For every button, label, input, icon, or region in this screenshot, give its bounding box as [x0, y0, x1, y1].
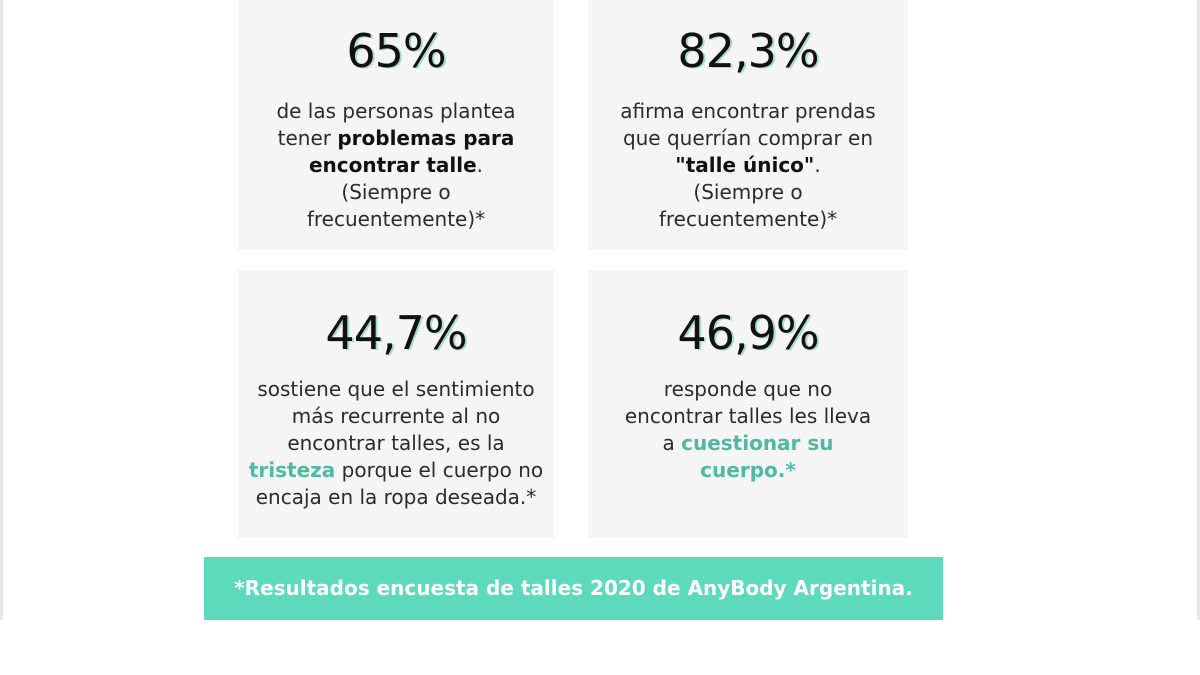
desc-text: . — [476, 153, 484, 177]
stat-card-one-size: 82,3% afirma encontrar prendas que querr… — [588, 0, 908, 250]
desc-line: sostiene que el sentimiento — [257, 377, 535, 401]
stat-description: de las personas plantea tener problemas … — [238, 98, 554, 233]
desc-line: tener problemas para — [244, 125, 548, 152]
desc-highlight: cuerpo.* — [700, 458, 796, 482]
desc-line: (Siempre o — [341, 180, 451, 204]
stat-description: responde que no encontrar talles les lle… — [588, 376, 908, 484]
desc-line: que querrían comprar en — [622, 126, 874, 150]
stat-value: 46,9% — [677, 306, 819, 360]
desc-highlight: tristeza — [248, 458, 336, 482]
desc-line: afirma encontrar prendas — [620, 99, 876, 123]
desc-line: tristeza porque el cuerpo no — [244, 457, 548, 484]
desc-text: tener — [277, 126, 338, 150]
right-edge-border — [1197, 0, 1200, 620]
desc-bold: problemas para — [337, 126, 515, 150]
stat-value: 65% — [346, 24, 446, 78]
desc-line: "talle único". — [594, 152, 902, 179]
survey-source-banner: *Resultados encuesta de talles 2020 de A… — [204, 557, 943, 620]
desc-line: frecuentemente)* — [658, 207, 838, 231]
stat-description: afirma encontrar prendas que querrían co… — [588, 98, 908, 233]
desc-bold: "talle único" — [675, 153, 815, 177]
desc-line: encaja en la ropa deseada.* — [255, 485, 537, 509]
desc-line: (Siempre o — [693, 180, 803, 204]
desc-text: . — [814, 153, 821, 177]
desc-line: responde que no — [663, 377, 833, 401]
desc-line: a cuestionar su — [594, 430, 902, 457]
desc-line: encontrar talles les lleva — [624, 404, 872, 428]
stat-description: sostiene que el sentimiento más recurren… — [238, 376, 554, 511]
desc-bold: encontrar talle — [308, 153, 477, 177]
stat-card-question-body: 46,9% responde que no encontrar talles l… — [588, 270, 908, 538]
desc-text: porque el cuerpo no — [335, 458, 544, 482]
stat-card-sadness: 44,7% sostiene que el sentimiento más re… — [238, 270, 554, 538]
stat-card-size-problems: 65% de las personas plantea tener proble… — [238, 0, 554, 250]
desc-line: más recurrente al no — [291, 404, 501, 428]
stat-value: 82,3% — [677, 24, 819, 78]
desc-text: a — [662, 431, 682, 455]
stat-value: 44,7% — [325, 306, 467, 360]
left-edge-border — [0, 0, 3, 620]
desc-line: cuerpo.* — [594, 457, 902, 484]
desc-line: encontrar talle. — [244, 152, 548, 179]
desc-line: encontrar talles, es la — [287, 431, 505, 455]
desc-line: de las personas plantea — [276, 99, 516, 123]
desc-highlight: cuestionar su — [681, 431, 834, 455]
desc-line: frecuentemente)* — [306, 207, 486, 231]
